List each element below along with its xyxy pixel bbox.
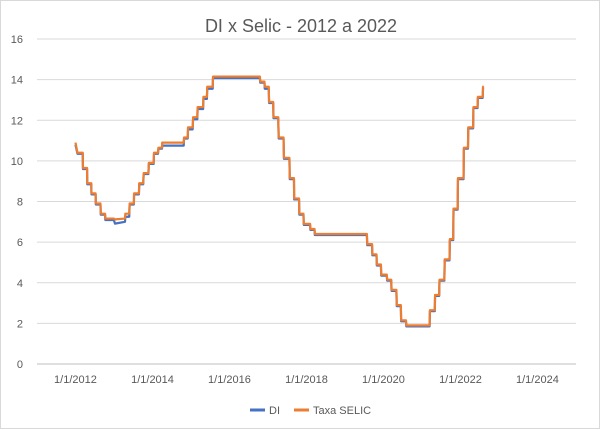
legend-label-selic: Taxa SELIC (313, 405, 371, 417)
y-tick-label: 10 (11, 156, 23, 168)
gridlines (37, 38, 576, 365)
series-group (74, 75, 485, 328)
y-axis: 0 2 4 6 8 10 12 14 16 (11, 34, 23, 371)
x-tick-label: 1/1/2020 (362, 374, 405, 386)
x-tick-label: 1/1/2024 (516, 374, 559, 386)
legend-label-di: DI (269, 405, 280, 417)
y-tick-label: 14 (11, 75, 23, 87)
x-tick-label: 1/1/2018 (285, 374, 328, 386)
y-tick-label: 6 (17, 237, 23, 249)
y-tick-label: 4 (17, 278, 23, 290)
y-tick-label: 0 (17, 359, 23, 371)
y-tick-label: 8 (17, 197, 23, 209)
series-line-di (74, 76, 485, 328)
series-line-selic (74, 75, 485, 327)
y-tick-label: 12 (11, 115, 23, 127)
y-tick-label: 16 (11, 34, 23, 46)
chart-title: DI x Selic - 2012 a 2022 (205, 16, 397, 36)
x-tick-label: 1/1/2022 (439, 374, 482, 386)
x-tick-label: 1/1/2016 (208, 374, 251, 386)
x-tick-label: 1/1/2014 (131, 374, 174, 386)
x-axis: 1/1/2012 1/1/2014 1/1/2016 1/1/2018 1/1/2020… (54, 374, 559, 386)
x-tick-label: 1/1/2012 (54, 374, 97, 386)
y-tick-label: 2 (17, 318, 23, 330)
legend: DI Taxa SELIC (250, 405, 371, 417)
